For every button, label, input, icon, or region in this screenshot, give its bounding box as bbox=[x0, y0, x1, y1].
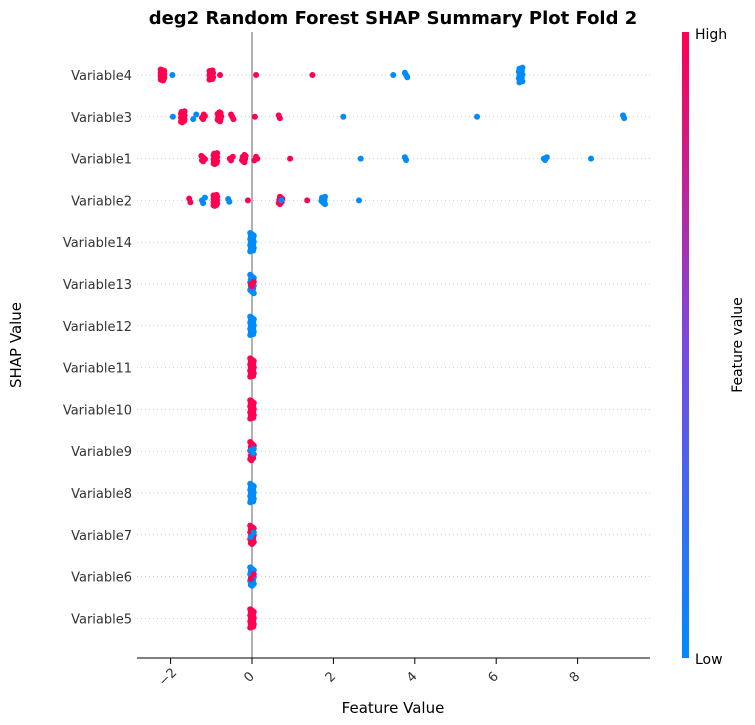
data-point bbox=[211, 161, 218, 168]
data-point bbox=[206, 76, 213, 83]
data-point bbox=[169, 113, 176, 120]
data-point bbox=[322, 201, 329, 208]
data-point bbox=[247, 575, 254, 582]
data-point bbox=[250, 290, 257, 297]
data-point bbox=[200, 116, 207, 123]
feature-label: Variable13 bbox=[63, 278, 132, 293]
data-point bbox=[390, 72, 397, 78]
data-point bbox=[248, 457, 255, 464]
feature-label: Variable7 bbox=[71, 529, 132, 544]
data-point bbox=[169, 72, 176, 78]
feature-label: Variable11 bbox=[63, 362, 132, 377]
data-point bbox=[621, 115, 628, 122]
feature-label: Variable14 bbox=[63, 236, 132, 251]
data-point bbox=[217, 72, 224, 78]
feature-label: Variable1 bbox=[71, 153, 132, 168]
data-point bbox=[278, 197, 285, 204]
data-point bbox=[250, 571, 257, 578]
data-point bbox=[304, 197, 311, 204]
colorbar-title: Feature value bbox=[730, 297, 746, 393]
data-point bbox=[247, 373, 254, 380]
data-point bbox=[247, 248, 254, 255]
data-point bbox=[516, 79, 523, 86]
data-point bbox=[474, 113, 481, 120]
data-point bbox=[403, 156, 410, 163]
data-point bbox=[241, 159, 248, 166]
x-tick-label: 6 bbox=[485, 669, 501, 685]
feature-label: Variable4 bbox=[71, 69, 132, 84]
data-point bbox=[356, 197, 363, 204]
x-tick-label: −2 bbox=[156, 665, 180, 689]
data-point bbox=[404, 74, 411, 81]
chart-title: deg2 Random Forest SHAP Summary Plot Fol… bbox=[149, 8, 638, 29]
x-axis-label: Feature Value bbox=[342, 699, 445, 717]
data-point bbox=[340, 113, 347, 120]
feature-label: Variable9 bbox=[71, 445, 132, 460]
x-tick-label: 4 bbox=[404, 669, 420, 685]
x-tick-label: 8 bbox=[567, 669, 583, 685]
data-point bbox=[588, 155, 595, 162]
data-point bbox=[247, 624, 254, 631]
x-tick-label: 2 bbox=[323, 669, 339, 685]
data-point bbox=[211, 202, 218, 209]
data-point bbox=[217, 118, 224, 125]
data-point bbox=[226, 198, 233, 205]
colorbar-high-label: High bbox=[695, 27, 727, 43]
data-point bbox=[193, 111, 200, 118]
data-point bbox=[247, 534, 254, 541]
data-point bbox=[250, 450, 257, 457]
feature-label: Variable10 bbox=[63, 403, 132, 418]
data-point bbox=[249, 540, 255, 547]
data-point bbox=[244, 197, 251, 204]
x-tick-label: 0 bbox=[241, 669, 257, 685]
feature-label: Variable12 bbox=[63, 320, 132, 335]
data-point bbox=[250, 529, 257, 536]
data-point bbox=[357, 155, 364, 162]
data-point bbox=[190, 116, 197, 123]
data-point bbox=[228, 157, 235, 164]
data-point bbox=[187, 199, 194, 206]
data-point bbox=[247, 331, 254, 338]
data-point bbox=[251, 157, 258, 164]
feature-labels: Variable4 Variable3 Variable1 Variable2 Vari… bbox=[63, 69, 132, 627]
data-point bbox=[200, 200, 207, 207]
data-point bbox=[247, 415, 254, 422]
data-point bbox=[200, 158, 207, 165]
feature-label: Variable6 bbox=[71, 571, 132, 586]
feature-label: Variable8 bbox=[71, 487, 132, 502]
x-ticks: −2 0 2 4 6 8 bbox=[156, 658, 583, 690]
data-point bbox=[230, 116, 237, 123]
data-point bbox=[179, 119, 186, 126]
data-point bbox=[287, 155, 294, 162]
colorbar-low-label: Low bbox=[695, 652, 723, 668]
data-point bbox=[247, 499, 254, 506]
data-point bbox=[309, 72, 316, 78]
data-point bbox=[249, 283, 255, 290]
data-point bbox=[251, 113, 258, 120]
data-point bbox=[542, 156, 549, 163]
row-guides bbox=[137, 74, 650, 619]
y-axis-label: SHAP Value bbox=[7, 302, 25, 388]
data-point bbox=[249, 582, 255, 589]
points-layer bbox=[157, 64, 628, 631]
feature-label: Variable3 bbox=[71, 111, 132, 126]
feature-label: Variable2 bbox=[71, 194, 132, 209]
data-point bbox=[253, 72, 260, 78]
data-point bbox=[276, 115, 283, 122]
feature-label: Variable5 bbox=[71, 612, 132, 627]
data-point bbox=[160, 77, 167, 84]
colorbar bbox=[682, 32, 689, 658]
